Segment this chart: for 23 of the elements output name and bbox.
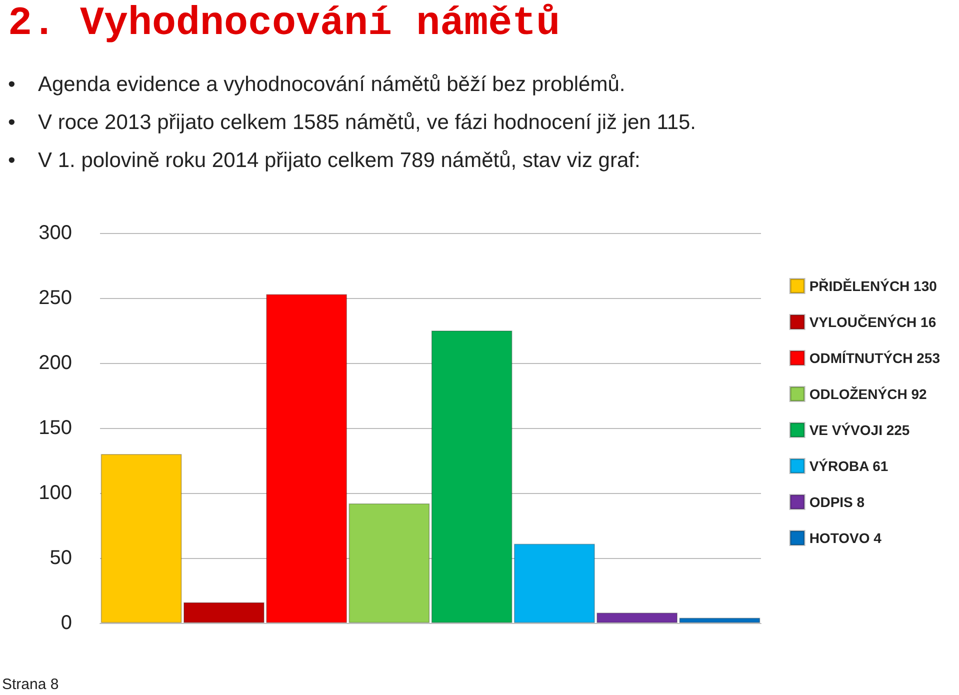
y-tick-label: 200 bbox=[38, 352, 72, 374]
y-tick-label: 300 bbox=[38, 222, 72, 244]
legend-label: ODLOŽENÝCH 92 bbox=[809, 386, 927, 402]
legend-label: VÝROBA 61 bbox=[809, 458, 888, 474]
y-tick-label: 250 bbox=[38, 287, 72, 309]
text: Agenda evidence a vyhodnocování námětů běží bez problémů. bbox=[38, 73, 626, 96]
text: V roce 2013 přijato celkem 1585 námětů, ve fázi hodnocení již jen 115. bbox=[38, 111, 696, 134]
chart-title: 2. Vyhodnocování námětů bbox=[8, 2, 560, 47]
y-tick-label: 150 bbox=[38, 417, 72, 439]
y-tick-label: 50 bbox=[50, 547, 72, 569]
y-tick-label: 100 bbox=[38, 482, 72, 504]
y-tick-label: 0 bbox=[60, 612, 72, 634]
legend-label: PŘIDĚLENÝCH 130 bbox=[809, 278, 938, 294]
text: Strana 8 bbox=[2, 676, 59, 693]
legend-label: ODMÍTNUTÝCH 253 bbox=[809, 350, 940, 366]
text: • bbox=[8, 148, 16, 174]
legend-label: ODPIS 8 bbox=[809, 494, 865, 510]
legend-label: VE VÝVOJI 225 bbox=[809, 422, 910, 438]
text: • bbox=[8, 110, 16, 136]
text: • bbox=[8, 72, 16, 98]
legend-label: VYLOUČENÝCH 16 bbox=[809, 314, 936, 330]
text: V 1. polovině roku 2014 přijato celkem 789 námětů, stav viz graf: bbox=[38, 149, 640, 172]
legend-label: HOTOVO 4 bbox=[809, 530, 882, 546]
